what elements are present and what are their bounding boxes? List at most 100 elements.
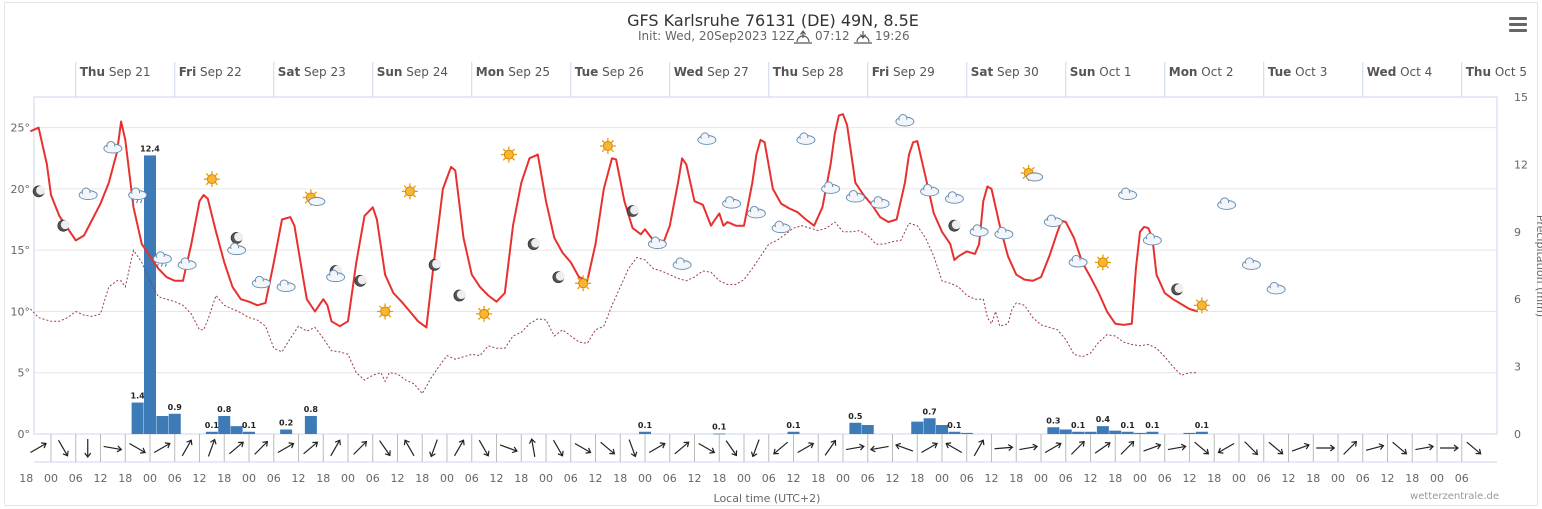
wind-arrow xyxy=(600,441,616,455)
hour-tick: 18 xyxy=(415,472,429,485)
hour-tick: 18 xyxy=(19,472,33,485)
moon-light xyxy=(1174,283,1184,293)
cloud-fill xyxy=(723,201,740,208)
weather-sun-cloud-icon xyxy=(1020,164,1044,182)
wind-shaft xyxy=(353,441,367,455)
hour-tick: 12 xyxy=(886,472,900,485)
weather-sun-icon xyxy=(377,303,394,320)
hour-tick: 06 xyxy=(168,472,182,485)
weather-cloud-icon xyxy=(697,132,717,145)
sunset-icon xyxy=(854,31,872,44)
wind-head xyxy=(709,447,716,454)
cloud-fill xyxy=(1144,238,1161,245)
wind-head xyxy=(62,450,69,457)
wind-head xyxy=(630,451,638,458)
wind-head xyxy=(895,442,902,450)
wind-head xyxy=(210,438,217,445)
moon-light xyxy=(951,220,961,230)
wind-arrow xyxy=(1415,443,1435,451)
cloud-fill xyxy=(253,281,270,288)
hour-tick: 18 xyxy=(1207,472,1221,485)
weather-cloud-icon xyxy=(1118,187,1138,201)
hour-tick: 18 xyxy=(811,472,825,485)
wind-head xyxy=(528,438,536,444)
y-right-tick: 9 xyxy=(1514,226,1521,239)
wind-shaft xyxy=(379,440,391,456)
wind-shaft xyxy=(303,441,318,455)
day-label: Fri Sep 22 xyxy=(179,65,242,79)
wind-shaft xyxy=(1120,441,1135,455)
weather-moon-icon xyxy=(32,185,46,198)
sun-ray xyxy=(577,286,581,290)
sun-ray xyxy=(610,139,614,143)
wind-head xyxy=(288,442,295,449)
wind-arrow xyxy=(648,442,666,454)
cloud-fill xyxy=(1218,202,1235,209)
hour-tick: 00 xyxy=(44,472,58,485)
precip-bar-label: 0.1 xyxy=(712,423,727,432)
hour-tick: 06 xyxy=(1455,472,1469,485)
wind-head xyxy=(978,439,985,446)
weather-cloud-icon xyxy=(1068,254,1088,268)
wind-arrow xyxy=(207,438,217,457)
sun-ray xyxy=(487,307,491,311)
precip-bar xyxy=(1121,431,1134,434)
rain-drop xyxy=(132,199,135,204)
wind-head xyxy=(186,439,193,446)
precip-bar xyxy=(861,425,874,434)
wind-arrow xyxy=(725,440,738,457)
wind-head xyxy=(1401,448,1408,455)
sun-ray xyxy=(1204,299,1208,303)
precip-bar xyxy=(787,431,800,434)
wind-arrow xyxy=(1244,441,1259,456)
weather-cloud-icon xyxy=(177,257,197,270)
wind-arrow xyxy=(1365,443,1385,451)
wind-arrow xyxy=(1194,441,1210,455)
wind-head xyxy=(1180,443,1187,451)
precip-bar xyxy=(849,422,862,434)
wind-shaft xyxy=(870,445,889,451)
hour-tick: 00 xyxy=(1430,472,1444,485)
wind-arrow xyxy=(846,443,865,451)
weather-cloud-icon xyxy=(845,189,865,203)
cloud-fill xyxy=(971,229,988,236)
sun-ray xyxy=(412,185,416,189)
weather-sun-cloud-icon xyxy=(302,189,326,206)
weather-sun-icon xyxy=(401,183,418,200)
wind-arrow xyxy=(1167,443,1187,451)
hour-tick: 12 xyxy=(1183,472,1197,485)
cloud-fill xyxy=(921,189,938,196)
precip-bar xyxy=(168,413,181,434)
wind-arrow xyxy=(1217,442,1235,454)
wind-arrow xyxy=(1143,442,1162,452)
precip-bar xyxy=(936,425,948,434)
wind-arrow xyxy=(750,439,760,458)
wind-shaft xyxy=(574,442,591,454)
wind-shaft xyxy=(824,440,836,456)
wind-head xyxy=(1351,440,1358,447)
weather-cloud-icon xyxy=(251,275,271,289)
hamburger-menu-icon[interactable] xyxy=(1509,17,1527,32)
day-label: Tue Oct 3 xyxy=(1268,65,1328,79)
credit-text[interactable]: wetterzentrale.de xyxy=(1410,491,1499,502)
sun-ray xyxy=(511,157,515,161)
wind-head xyxy=(945,442,952,449)
precip-bar xyxy=(639,431,651,434)
sun-ray xyxy=(502,148,506,152)
hour-tick: 06 xyxy=(69,472,83,485)
y-left-tick: 25° xyxy=(11,122,31,135)
weather-cloud-icon xyxy=(969,224,989,237)
cloud-fill xyxy=(797,137,814,144)
sun-ray xyxy=(313,191,317,195)
hour-tick: 06 xyxy=(1356,472,1370,485)
wind-arrow xyxy=(824,439,837,456)
wind-arrow xyxy=(84,439,92,458)
wind-arrow xyxy=(1120,440,1135,455)
precip-bar xyxy=(1134,432,1146,434)
wind-shaft xyxy=(1218,442,1235,454)
wind-arrow xyxy=(153,442,171,454)
wind-head xyxy=(41,442,47,449)
wind-shaft xyxy=(1244,441,1258,455)
wind-head xyxy=(869,445,876,453)
sun-ray xyxy=(478,307,482,311)
